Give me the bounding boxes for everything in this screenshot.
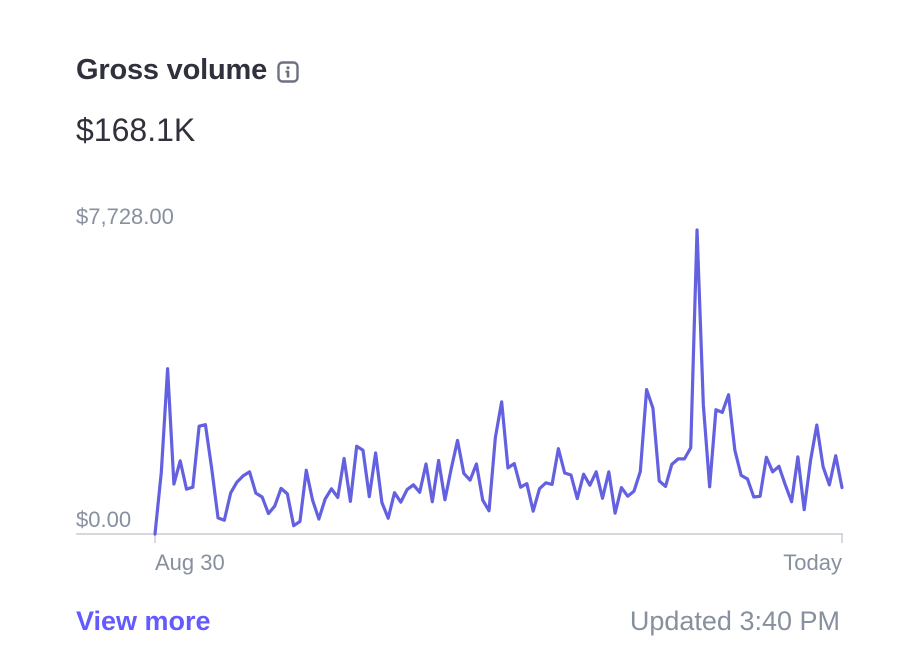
y-tick-label-min: $0.00: [76, 507, 131, 532]
x-tick-label-end: Today: [783, 550, 842, 575]
y-tick-label-max: $7,728.00: [76, 204, 174, 229]
updated-timestamp: Updated 3:40 PM: [629, 606, 840, 636]
gross-volume-series-line: [153, 228, 844, 536]
view-more-link[interactable]: View more: [76, 606, 211, 636]
info-icon[interactable]: [277, 60, 299, 83]
title-row: Gross volume: [76, 54, 299, 87]
x-tick-label-start: Aug 30: [155, 550, 225, 575]
card-title: Gross volume: [76, 54, 267, 86]
gross-volume-amount: $168.1K: [76, 112, 196, 148]
